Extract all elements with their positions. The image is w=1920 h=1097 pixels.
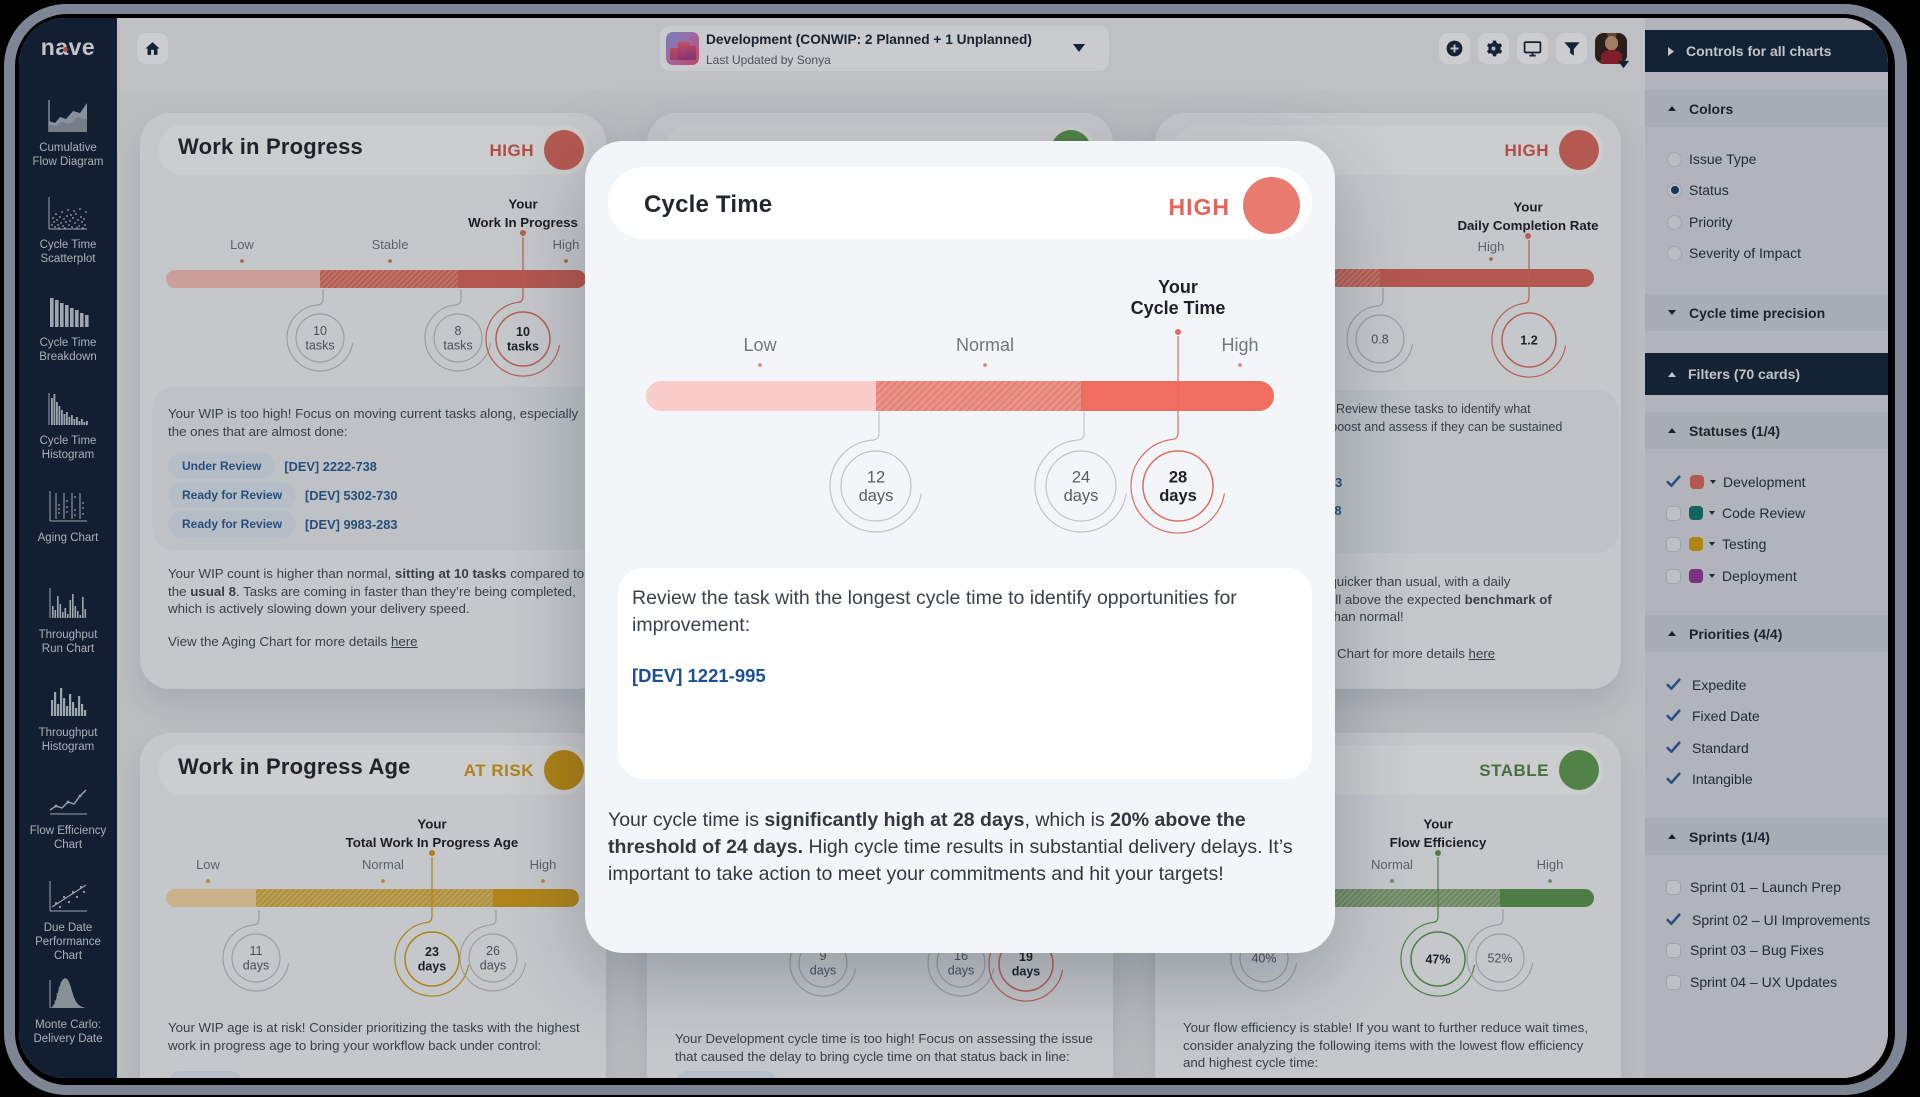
svg-text:Your: Your [417, 817, 446, 832]
svg-text:days: days [1012, 965, 1041, 979]
svg-text:52%: 52% [1487, 951, 1512, 965]
svg-text:High: High [1537, 857, 1564, 872]
svg-text:tasks: tasks [507, 340, 539, 354]
svg-text:19: 19 [1019, 950, 1033, 964]
svg-text:28: 28 [1169, 469, 1187, 487]
svg-text:Cycle Time: Cycle Time [1131, 298, 1226, 318]
svg-text:11: 11 [250, 944, 263, 958]
svg-text:12: 12 [867, 469, 885, 487]
svg-text:Work In Progress: Work In Progress [468, 215, 578, 230]
svg-text:Your: Your [1513, 200, 1542, 215]
svg-text:Your: Your [508, 197, 537, 212]
svg-text:Daily Completion Rate: Daily Completion Rate [1457, 218, 1598, 233]
svg-text:Total Work In Progress Age: Total Work In Progress Age [346, 835, 519, 850]
svg-text:High: High [553, 237, 580, 252]
svg-text:days: days [948, 964, 974, 978]
svg-text:1.2: 1.2 [1520, 333, 1537, 347]
svg-text:0.8: 0.8 [1371, 332, 1388, 346]
svg-text:47%: 47% [1425, 952, 1450, 966]
svg-text:Low: Low [196, 857, 220, 872]
svg-text:days: days [1159, 487, 1197, 505]
svg-text:tasks: tasks [443, 339, 472, 353]
svg-text:Normal: Normal [1371, 857, 1413, 872]
svg-text:Normal: Normal [362, 857, 404, 872]
svg-text:High: High [530, 857, 557, 872]
svg-text:tasks: tasks [305, 339, 334, 353]
svg-text:days: days [1064, 487, 1099, 505]
svg-text:Your: Your [1423, 817, 1452, 832]
svg-text:8: 8 [455, 324, 462, 338]
svg-text:High: High [1221, 335, 1258, 355]
svg-text:days: days [810, 964, 836, 978]
svg-text:Low: Low [230, 237, 254, 252]
svg-text:days: days [859, 487, 894, 505]
svg-text:24: 24 [1072, 469, 1090, 487]
svg-text:High: High [1478, 239, 1505, 254]
svg-text:Your: Your [1158, 277, 1198, 297]
svg-text:10: 10 [313, 324, 327, 338]
svg-text:23: 23 [425, 945, 439, 959]
svg-text:days: days [480, 959, 506, 973]
svg-text:days: days [243, 959, 269, 973]
svg-text:40%: 40% [1251, 951, 1276, 965]
svg-text:Stable: Stable [372, 237, 409, 252]
svg-text:Low: Low [743, 335, 777, 355]
svg-text:days: days [418, 960, 447, 974]
svg-text:26: 26 [486, 944, 500, 958]
svg-text:Normal: Normal [956, 335, 1014, 355]
svg-text:Flow Efficiency: Flow Efficiency [1390, 835, 1487, 850]
svg-text:10: 10 [516, 325, 530, 339]
svg-text:9: 9 [820, 949, 827, 963]
